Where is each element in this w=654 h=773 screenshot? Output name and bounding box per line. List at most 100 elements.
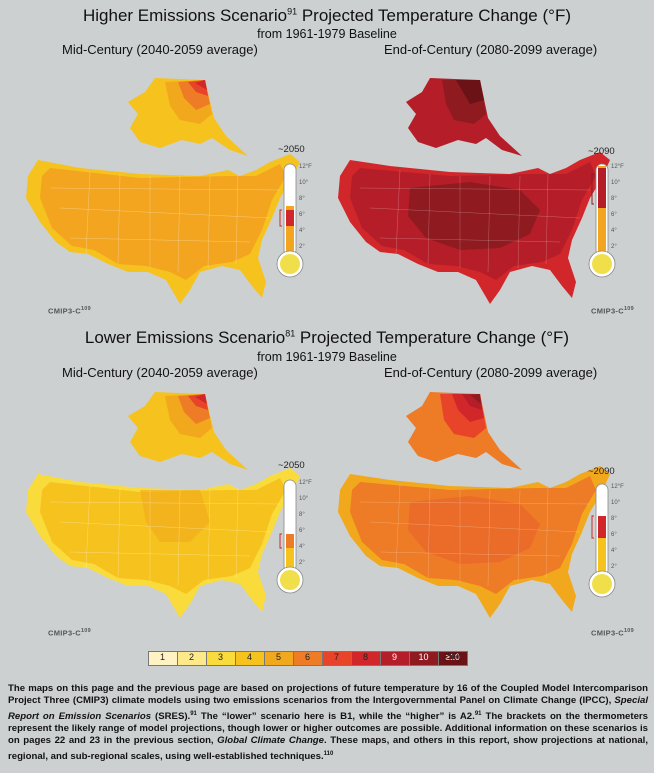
tick-label: 2° [299, 244, 305, 250]
lower-mid-century-label: Mid-Century (2040-2059 average) [62, 365, 258, 380]
higher-end-century-label: End-of-Century (2080-2099 average) [384, 42, 598, 57]
tick-label: 8° [299, 196, 305, 202]
legend-swatch [265, 651, 294, 666]
thermometer-lower-mid: ~2050 12°F 10° 8° 6° 4° 2° [272, 460, 332, 600]
map-region [408, 496, 540, 564]
caption-text: The brackets on the thermometers represe… [8, 710, 648, 747]
state-borders [49, 171, 281, 273]
map-region [408, 182, 540, 250]
title-text-rest: Projected Temperature Change (°F) [297, 6, 571, 25]
legend-swatch [178, 651, 207, 666]
tick-label: 10° [611, 180, 621, 186]
source-label: CMIP3-C109 [48, 306, 91, 316]
tick-label: 12°F [299, 480, 312, 486]
legend-label: 4 [246, 652, 252, 662]
source-reference: 109 [623, 628, 635, 634]
legend-swatch [207, 651, 236, 666]
caption-text: (SRES). [151, 710, 191, 722]
tick-label: 12°F [611, 484, 624, 490]
thermometer-year: ~2090 [588, 466, 615, 477]
tick-label: 12°F [299, 164, 312, 170]
thermometer-higher-end: ~2090 12°F 10° 8° 6° 4° 2° [586, 146, 646, 286]
lower-scenario-subtitle: from 1961-1979 Baseline [257, 350, 397, 364]
lower-end-century-label: End-of-Century (2080-2099 average) [384, 365, 598, 380]
title-text: Lower Emissions Scenario [84, 328, 286, 347]
tick-label: 4° [299, 228, 305, 234]
alaska-region [128, 78, 248, 156]
legend-swatch [148, 651, 178, 666]
legend-swatch [410, 651, 439, 666]
caption-text: The “lower” scenario here is B1, while t… [196, 710, 475, 722]
tick-label: 8° [611, 196, 617, 202]
tick-label: 6° [299, 528, 305, 534]
conus-region [26, 154, 300, 304]
map-region [40, 164, 286, 280]
lower-scenario-title: Lower Emissions Scenario81 Projected Tem… [0, 328, 654, 348]
title-text: Higher Emissions Scenario [82, 6, 288, 25]
title-reference: 81 [285, 328, 296, 339]
legend-swatch [236, 651, 265, 666]
legend-swatch [323, 651, 352, 666]
source-reference: 109 [80, 306, 92, 312]
map-region [598, 516, 606, 538]
source-label-text: CMIP3-C [48, 306, 81, 316]
legend-label: 5 [275, 652, 281, 662]
caption-text: The maps on this page and the previous p… [8, 683, 648, 707]
map-region [456, 80, 484, 104]
map-region [195, 394, 207, 404]
title-reference: 91 [287, 6, 298, 17]
map-region [286, 206, 294, 256]
title-text-rest: Projected Temperature Change (°F) [295, 328, 570, 347]
legend-label: 2 [188, 652, 194, 662]
legend-label: 3 [217, 652, 223, 662]
source-label-text: CMIP3-C [591, 628, 624, 638]
conus-region [338, 152, 610, 304]
tick-label: 12°F [611, 164, 624, 170]
legend-label: 9 [391, 652, 397, 662]
map-region [598, 168, 606, 208]
state-borders [359, 483, 591, 587]
tick-label: 8° [611, 516, 617, 522]
thermometer-higher-mid: ~2050 12°F 10° 8° 6° 4° 2° [272, 144, 332, 284]
map-lower-end-century [330, 382, 654, 652]
source-label: CMIP3-C109 [591, 628, 634, 638]
caption-reference: 91 [474, 710, 482, 717]
map-region [598, 522, 606, 576]
legend-label: 8 [362, 652, 368, 662]
alaska-region [406, 78, 522, 156]
caption-reference: 91 [190, 710, 197, 717]
tick-label: 4° [299, 544, 305, 550]
thermometer-year: ~2050 [278, 460, 305, 471]
legend-swatch [381, 651, 410, 666]
map-region [286, 536, 294, 572]
source-label-text: CMIP3-C [591, 306, 624, 316]
map-higher-end-century [330, 58, 654, 328]
legend-swatch [294, 651, 323, 666]
tick-label: 2° [611, 244, 617, 250]
source-reference: 109 [80, 628, 92, 634]
map-region [280, 570, 300, 590]
legend-swatch [439, 651, 468, 666]
tick-label: 2° [611, 564, 617, 570]
caption-italic-title: Special Report on Emission Scenarios [8, 695, 648, 722]
map-region [286, 534, 294, 548]
higher-mid-century-label: Mid-Century (2040-2059 average) [62, 42, 258, 57]
alaska-region [406, 392, 522, 470]
higher-scenario-subtitle: from 1961-1979 Baseline [257, 27, 397, 41]
caption-reference: 110 [323, 750, 334, 757]
figure-caption: The maps on this page and the previous p… [8, 683, 648, 763]
source-label: CMIP3-C109 [591, 306, 634, 316]
legend-label: ≥10 [445, 652, 460, 662]
map-region [470, 394, 481, 404]
color-legend [148, 651, 468, 666]
thermometer-lower-end: ~2090 12°F 10° 8° 6° 4° 2° [586, 466, 646, 606]
source-reference: 109 [623, 306, 635, 312]
state-borders [49, 485, 281, 587]
tick-label: 10° [611, 500, 621, 506]
tick-label: 4° [611, 228, 617, 234]
higher-scenario-title: Higher Emissions Scenario91 Projected Te… [0, 6, 654, 26]
tick-label: 6° [611, 212, 617, 218]
legend-unit: (°F) [444, 652, 461, 663]
map-lower-mid-century [0, 382, 330, 652]
thermometer-year: ~2090 [588, 146, 615, 157]
